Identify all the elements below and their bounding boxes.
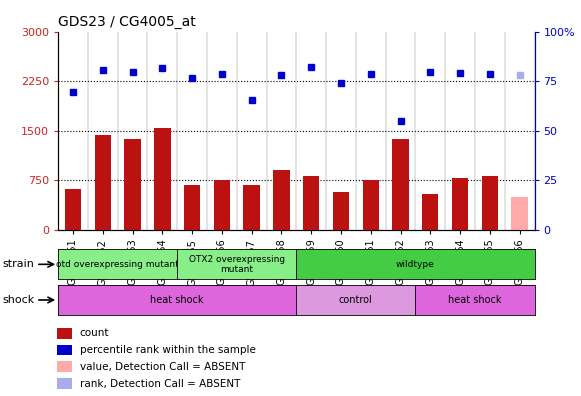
Bar bbox=[422, 194, 439, 230]
Text: otd overexpressing mutant: otd overexpressing mutant bbox=[56, 260, 179, 269]
Text: shock: shock bbox=[3, 295, 35, 305]
Text: rank, Detection Call = ABSENT: rank, Detection Call = ABSENT bbox=[80, 379, 240, 388]
Text: heat shock: heat shock bbox=[448, 295, 502, 305]
Bar bbox=[95, 135, 111, 230]
Bar bbox=[57, 362, 72, 372]
Bar bbox=[154, 128, 170, 230]
Text: percentile rank within the sample: percentile rank within the sample bbox=[80, 345, 256, 355]
Text: wildtype: wildtype bbox=[396, 260, 435, 269]
Text: strain: strain bbox=[3, 259, 35, 269]
Bar bbox=[184, 185, 200, 230]
Text: GDS23 / CG4005_at: GDS23 / CG4005_at bbox=[58, 15, 196, 29]
Bar bbox=[214, 180, 230, 230]
Bar bbox=[333, 192, 349, 230]
Bar bbox=[363, 179, 379, 230]
Bar bbox=[273, 170, 289, 230]
Bar bbox=[243, 185, 260, 230]
Bar bbox=[511, 197, 528, 230]
Text: control: control bbox=[339, 295, 373, 305]
Bar bbox=[57, 345, 72, 355]
Bar bbox=[303, 175, 320, 230]
Text: value, Detection Call = ABSENT: value, Detection Call = ABSENT bbox=[80, 362, 245, 372]
Text: OTX2 overexpressing
mutant: OTX2 overexpressing mutant bbox=[189, 255, 285, 274]
Bar bbox=[392, 139, 408, 230]
Bar bbox=[452, 177, 468, 230]
Bar bbox=[57, 328, 72, 339]
Bar bbox=[482, 175, 498, 230]
Bar bbox=[124, 139, 141, 230]
Text: heat shock: heat shock bbox=[150, 295, 204, 305]
Text: count: count bbox=[80, 328, 109, 338]
Bar bbox=[65, 189, 81, 230]
Bar bbox=[57, 378, 72, 389]
